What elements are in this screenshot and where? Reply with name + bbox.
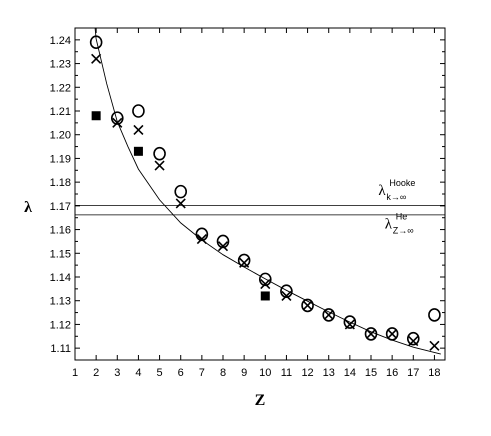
y-tick-label: 1.17 bbox=[50, 201, 71, 213]
x-tick-label: 16 bbox=[386, 367, 398, 379]
x-tick-label: 7 bbox=[199, 367, 205, 379]
y-tick-label: 1.23 bbox=[50, 59, 71, 71]
square-marker bbox=[91, 111, 101, 121]
y-tick-label: 1.16 bbox=[50, 225, 71, 237]
circle-marker bbox=[110, 111, 124, 125]
cross-marker bbox=[281, 290, 292, 302]
annotation-subscript: Z→∞ bbox=[393, 225, 414, 235]
square-marker bbox=[260, 291, 270, 301]
cross-marker bbox=[175, 198, 186, 209]
circle-marker bbox=[258, 272, 272, 287]
annotation-subscript: k→∞ bbox=[386, 192, 406, 202]
cross-marker bbox=[133, 124, 144, 136]
cross-marker bbox=[260, 279, 271, 290]
annotation-1: λ He Z→∞ bbox=[385, 211, 414, 235]
square-marker bbox=[133, 146, 143, 156]
x-tick-label: 1 bbox=[72, 367, 78, 379]
x-tick-label: 4 bbox=[135, 367, 141, 379]
annotation-superscript: He bbox=[396, 211, 408, 221]
y-tick-label: 1.13 bbox=[50, 296, 71, 308]
cross-marker bbox=[196, 233, 207, 245]
y-axis-title: λ bbox=[24, 199, 32, 216]
circle-marker bbox=[428, 308, 441, 322]
cross-marker bbox=[217, 241, 229, 252]
y-tick-label: 1.18 bbox=[50, 177, 71, 189]
circle-marker bbox=[216, 234, 230, 249]
circle-marker bbox=[364, 327, 378, 341]
y-tick-label: 1.19 bbox=[50, 153, 71, 165]
circle-marker bbox=[153, 146, 166, 161]
x-tick-label: 18 bbox=[428, 367, 440, 379]
x-tick-label: 3 bbox=[114, 367, 120, 379]
circle-marker bbox=[89, 35, 103, 50]
x-tick-label: 9 bbox=[241, 367, 247, 379]
x-tick-label: 6 bbox=[178, 367, 184, 379]
x-axis-title: Z bbox=[255, 392, 266, 409]
y-tick-label: 1.20 bbox=[50, 130, 71, 142]
x-axis: 1 2 3 4 5 6 7 8 9 10 11 12 13 14 15 16 17 18 bbox=[72, 28, 441, 379]
circle-marker bbox=[174, 184, 188, 199]
x-tick-label: 11 bbox=[281, 367, 292, 379]
circle-marker bbox=[195, 227, 209, 242]
fit-curve bbox=[94, 28, 441, 355]
x-tick-label: 2 bbox=[93, 367, 99, 379]
y-tick-label: 1.15 bbox=[50, 248, 71, 260]
cross-marker bbox=[154, 160, 165, 171]
y-tick-label: 1.24 bbox=[50, 35, 71, 47]
cross-marker bbox=[408, 335, 419, 347]
circle-marker bbox=[343, 315, 357, 329]
x-tick-label: 14 bbox=[344, 367, 356, 379]
cross-marker bbox=[344, 319, 355, 330]
annotation-0: λ Hooke k→∞ bbox=[378, 178, 415, 202]
x-tick-label: 5 bbox=[157, 367, 163, 379]
circle-marker bbox=[301, 298, 314, 313]
x-tick-label: 17 bbox=[407, 367, 419, 379]
annotation-symbol: λ bbox=[385, 216, 393, 232]
circle-marker bbox=[132, 104, 145, 118]
cross-marker bbox=[429, 340, 440, 351]
x-tick-label: 10 bbox=[259, 367, 271, 379]
cross-marker bbox=[387, 328, 398, 339]
cross-marker bbox=[302, 300, 313, 311]
cross-marker bbox=[112, 117, 123, 128]
circle-marker bbox=[322, 308, 336, 322]
y-tick-label: 1.14 bbox=[50, 272, 71, 284]
y-tick-label: 1.22 bbox=[50, 82, 71, 94]
y-tick-label: 1.11 bbox=[50, 343, 71, 355]
annotation-superscript: Hooke bbox=[389, 178, 415, 188]
y-axis: 1.11 1.12 1.13 1.14 1.15 1.16 1.17 1.18 1.19 1.20… bbox=[50, 35, 445, 355]
cross-marker bbox=[323, 309, 334, 321]
circle-marker bbox=[406, 331, 420, 346]
circle-marker bbox=[237, 253, 251, 268]
x-tick-label: 8 bbox=[220, 367, 226, 379]
cross-marker bbox=[239, 257, 250, 268]
y-tick-label: 1.21 bbox=[50, 106, 71, 118]
cross-marker bbox=[365, 328, 377, 339]
y-tick-label: 1.12 bbox=[50, 319, 71, 331]
x-tick-label: 15 bbox=[365, 367, 377, 379]
circle-marker bbox=[280, 284, 293, 299]
x-tick-label: 12 bbox=[301, 367, 313, 379]
annotation-symbol: λ bbox=[378, 183, 386, 199]
x-tick-label: 13 bbox=[323, 367, 335, 379]
cross-marker bbox=[91, 53, 102, 64]
circle-marker bbox=[385, 327, 399, 341]
plot-content bbox=[75, 28, 445, 355]
